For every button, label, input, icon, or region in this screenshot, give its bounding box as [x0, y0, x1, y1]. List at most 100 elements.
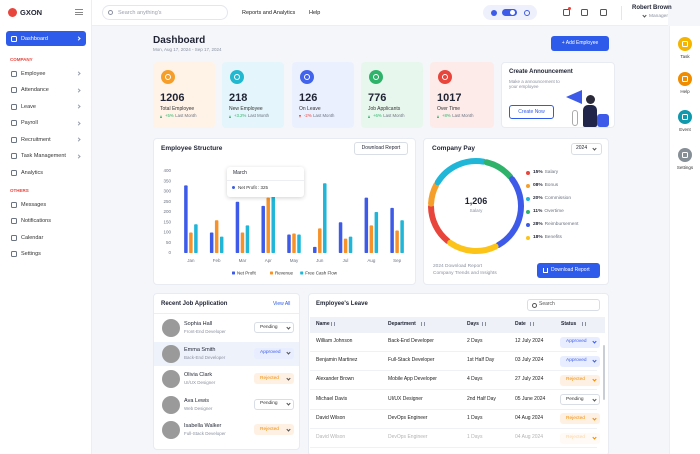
stat-value: 126	[299, 92, 318, 104]
top-link[interactable]: Reports and Analytics	[242, 9, 296, 16]
status-label: Approved	[566, 339, 587, 344]
nav-label: Payroll	[21, 120, 38, 126]
status-pill[interactable]	[560, 413, 600, 425]
table-cell: DevOps Engineer	[388, 414, 428, 421]
bar	[297, 234, 301, 253]
status-pill[interactable]	[560, 374, 600, 386]
bar	[271, 185, 275, 253]
nav-label: Dashboard	[21, 35, 48, 42]
bar	[369, 225, 374, 253]
create-now-button[interactable]: Create Now	[509, 105, 554, 119]
status-pill[interactable]	[254, 398, 294, 410]
legend-item: 20% Commission	[533, 196, 571, 202]
donut-chart	[428, 158, 524, 254]
icon	[11, 70, 17, 77]
topbar	[92, 0, 668, 26]
x-tick-label: Aug	[367, 258, 376, 263]
table-cell: 1 Days	[467, 414, 483, 421]
change-value: -2%	[304, 113, 312, 118]
sort-icon	[482, 322, 486, 326]
nav-item[interactable]	[6, 231, 86, 245]
status-pill[interactable]	[560, 432, 600, 444]
search-box[interactable]	[102, 5, 228, 20]
status-label: Rejected	[566, 377, 585, 383]
bar	[214, 220, 219, 253]
status-pill[interactable]	[254, 347, 294, 359]
x-tick-label: May	[290, 258, 299, 263]
megaphone	[566, 90, 582, 104]
view-all-link[interactable]: View All	[273, 300, 291, 307]
icon	[11, 103, 17, 110]
applicant-role: Front-End Developer	[184, 329, 226, 334]
row-divider	[310, 351, 597, 352]
x-tick-label: Jun	[316, 258, 324, 263]
status-pill[interactable]	[560, 336, 600, 348]
nav-item-active[interactable]	[6, 31, 86, 46]
status-label: Pending	[566, 396, 584, 402]
nav-item[interactable]	[6, 248, 86, 262]
bar	[343, 238, 348, 253]
legend-value: 15%	[533, 170, 543, 175]
nav-label: Notifications	[21, 218, 51, 224]
rail-button[interactable]	[678, 148, 692, 162]
bar	[266, 197, 270, 253]
status-pill[interactable]	[254, 373, 294, 384]
rail-button[interactable]	[678, 37, 692, 51]
tooltip-label: Net Profit : 325	[238, 184, 269, 190]
download-button[interactable]: Download Report	[354, 142, 408, 155]
x-tick-label: Jul	[343, 258, 349, 263]
nav-item[interactable]	[6, 100, 86, 114]
nav-label: Recruitment	[21, 136, 51, 143]
stat-change: +8% Last Month	[442, 113, 474, 119]
nav-label: Settings	[21, 251, 41, 257]
rail-label: Task	[680, 54, 690, 59]
footer-text: Company Trends and Insights	[433, 271, 497, 276]
stat-value: 1017	[437, 92, 462, 104]
search-box[interactable]	[527, 299, 600, 311]
top-link[interactable]: Help	[309, 9, 321, 16]
year-select[interactable]	[571, 143, 602, 155]
bar	[338, 222, 343, 253]
stat-label: On Leave	[299, 106, 321, 112]
table-cell: Mobile App Developer	[388, 376, 437, 383]
bar	[189, 232, 193, 253]
nav-item[interactable]	[6, 166, 86, 180]
figure-plant	[572, 110, 578, 126]
rail-button[interactable]	[678, 110, 692, 124]
stat-change: +3.2% Last Month	[234, 113, 269, 119]
legend-value: 08%	[533, 183, 543, 188]
x-tick-label: Feb	[213, 258, 221, 263]
status-pill[interactable]	[254, 424, 294, 435]
bar	[318, 228, 322, 253]
add-employee-button[interactable]: + Add Employee	[551, 36, 609, 51]
stat-label: Job Applicants	[368, 106, 401, 112]
change-period: Last Month	[452, 113, 474, 118]
nav-section-title: OTHERS	[10, 188, 29, 193]
user-name: Robert Brown	[632, 5, 672, 11]
menu-toggle[interactable]	[75, 9, 83, 15]
legend-label: Commission	[544, 196, 571, 201]
rail-button[interactable]	[678, 72, 692, 86]
column-header: Department	[388, 321, 416, 327]
nav-label: Analytics	[21, 169, 44, 176]
download-button[interactable]	[537, 263, 600, 278]
row-divider	[310, 408, 597, 410]
nav-item[interactable]	[6, 67, 86, 81]
toggle-track	[502, 9, 517, 16]
x-tick-label: Mar	[239, 258, 247, 263]
bar	[313, 246, 317, 253]
user-role: Manager	[649, 14, 668, 19]
table-cell: Benjamin Martinez	[316, 357, 358, 364]
nav-item[interactable]	[6, 117, 86, 131]
bar	[348, 236, 353, 253]
y-tick-label: 100	[163, 230, 171, 235]
status-pill[interactable]	[254, 322, 294, 333]
tooltip-divider	[227, 180, 304, 181]
legend-item: 28% Reimbursement	[533, 222, 578, 228]
search-placeholder: Search anything's	[118, 9, 162, 16]
legend-value: 28%	[533, 222, 543, 227]
status-pill[interactable]	[560, 355, 600, 367]
status-pill[interactable]	[560, 394, 600, 406]
row-divider	[310, 389, 597, 391]
